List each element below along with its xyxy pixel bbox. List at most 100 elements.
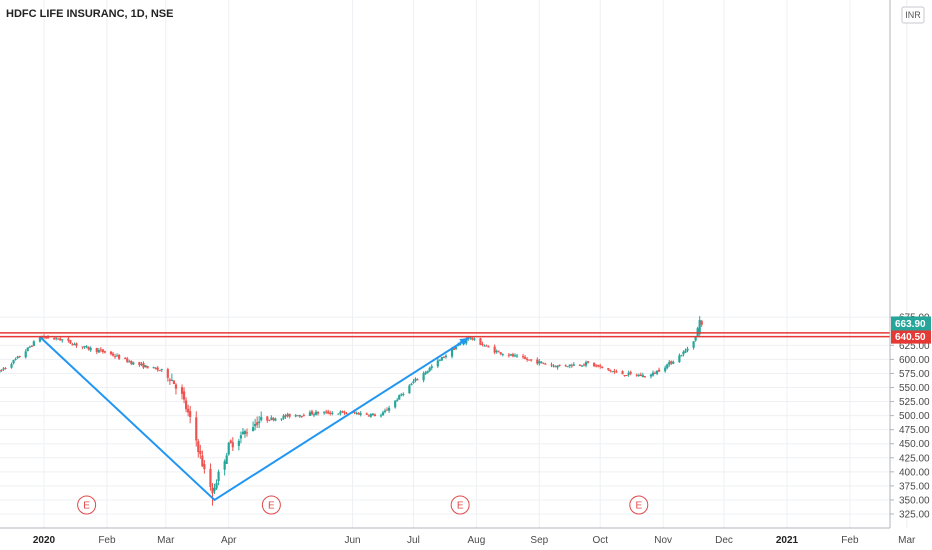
candle	[174, 383, 178, 395]
earnings-marker[interactable]: E	[77, 495, 97, 515]
trendlines-layer[interactable]	[38, 335, 470, 501]
candle	[483, 344, 486, 347]
candle	[595, 363, 598, 368]
currency-button[interactable]: INR	[901, 6, 925, 24]
candle-body	[485, 345, 488, 347]
candle-body	[568, 364, 571, 366]
candle-body	[402, 393, 405, 395]
candle-body	[383, 410, 387, 413]
candle	[298, 414, 301, 418]
candle	[670, 360, 673, 365]
trendline[interactable]	[38, 335, 216, 501]
candle-body	[694, 336, 697, 341]
candle	[369, 413, 372, 418]
candle-body	[12, 360, 15, 364]
candle	[0, 369, 3, 372]
candle	[158, 369, 161, 372]
candle-body	[256, 422, 259, 425]
candle-body	[672, 361, 675, 364]
earnings-marker-circle	[629, 495, 649, 515]
candle-body	[692, 341, 695, 348]
candle-body	[142, 363, 145, 368]
candle-body	[172, 380, 176, 385]
candle	[75, 342, 78, 348]
candle-body	[501, 354, 504, 356]
candle	[209, 463, 212, 491]
candle-body	[71, 344, 74, 346]
trendline[interactable]	[213, 337, 470, 501]
time-axis[interactable]: 2020 Feb Mar Apr Jun Jul Aug Sep Oct Nov Dec 2021 Fe…	[33, 535, 916, 546]
earnings-layer[interactable]: EEEEE	[77, 495, 932, 515]
candle	[270, 415, 273, 421]
candle	[513, 353, 517, 358]
x-tick-label: Jul	[407, 535, 420, 546]
candle-body	[288, 413, 291, 417]
candle-body	[124, 358, 127, 360]
earnings-marker[interactable]: E	[261, 495, 281, 515]
candle	[536, 357, 539, 366]
candle	[132, 361, 135, 366]
y-tick-label: 375.00	[899, 481, 930, 492]
candle-body	[511, 354, 515, 357]
candle-body	[369, 414, 372, 417]
y-tick-label: 325.00	[899, 510, 930, 521]
chart-title: HDFC LIFE INSURANC, 1D, NSE	[6, 8, 173, 20]
candle-body	[615, 371, 618, 373]
candle-body	[16, 356, 19, 359]
candle-body	[540, 361, 543, 363]
candle	[578, 364, 582, 366]
candle	[144, 365, 147, 368]
earnings-marker[interactable]: E	[629, 495, 649, 515]
candle	[696, 326, 699, 338]
candle	[111, 351, 115, 357]
candle	[664, 365, 667, 373]
levels-layer[interactable]	[0, 332, 890, 338]
candle	[629, 370, 632, 376]
candle-body	[570, 365, 573, 367]
candle-body	[601, 367, 604, 369]
candle-body	[170, 379, 173, 381]
candle	[118, 353, 121, 361]
candle-body	[450, 348, 454, 357]
candle-body	[2, 368, 5, 370]
candle-body	[298, 415, 301, 417]
candle	[182, 387, 186, 404]
candle-body	[442, 356, 446, 358]
candle	[637, 373, 640, 377]
candle	[373, 413, 376, 417]
candle	[385, 407, 389, 411]
candle	[367, 414, 370, 417]
candle	[2, 366, 5, 372]
candle	[217, 469, 220, 486]
candle-body	[203, 464, 206, 470]
candle	[436, 358, 439, 368]
candle	[103, 350, 106, 354]
candle	[343, 410, 346, 415]
candle	[495, 349, 498, 354]
candle	[479, 337, 482, 346]
candle	[526, 357, 529, 362]
currency-label: INR	[905, 10, 921, 20]
candle	[621, 370, 624, 375]
candle-body	[128, 361, 131, 363]
candle	[428, 366, 431, 373]
candle-body	[310, 411, 314, 415]
candle-body	[371, 413, 374, 415]
candle	[552, 364, 555, 368]
candle	[524, 355, 527, 360]
candle-body	[452, 348, 456, 350]
candle	[528, 359, 531, 361]
candle	[554, 365, 557, 368]
candle	[542, 362, 545, 365]
earnings-marker-circle	[450, 495, 470, 515]
candle	[189, 405, 192, 424]
candle-body	[254, 423, 257, 427]
earnings-marker[interactable]: E	[450, 495, 470, 515]
candle-body	[0, 369, 3, 371]
candle	[115, 353, 119, 357]
price-axis[interactable]: 325.00 350.00 375.00 400.00 425.00 450.00 475.…	[890, 313, 930, 521]
candle-body	[187, 408, 190, 413]
candle-body	[211, 487, 214, 494]
candle	[684, 348, 687, 353]
